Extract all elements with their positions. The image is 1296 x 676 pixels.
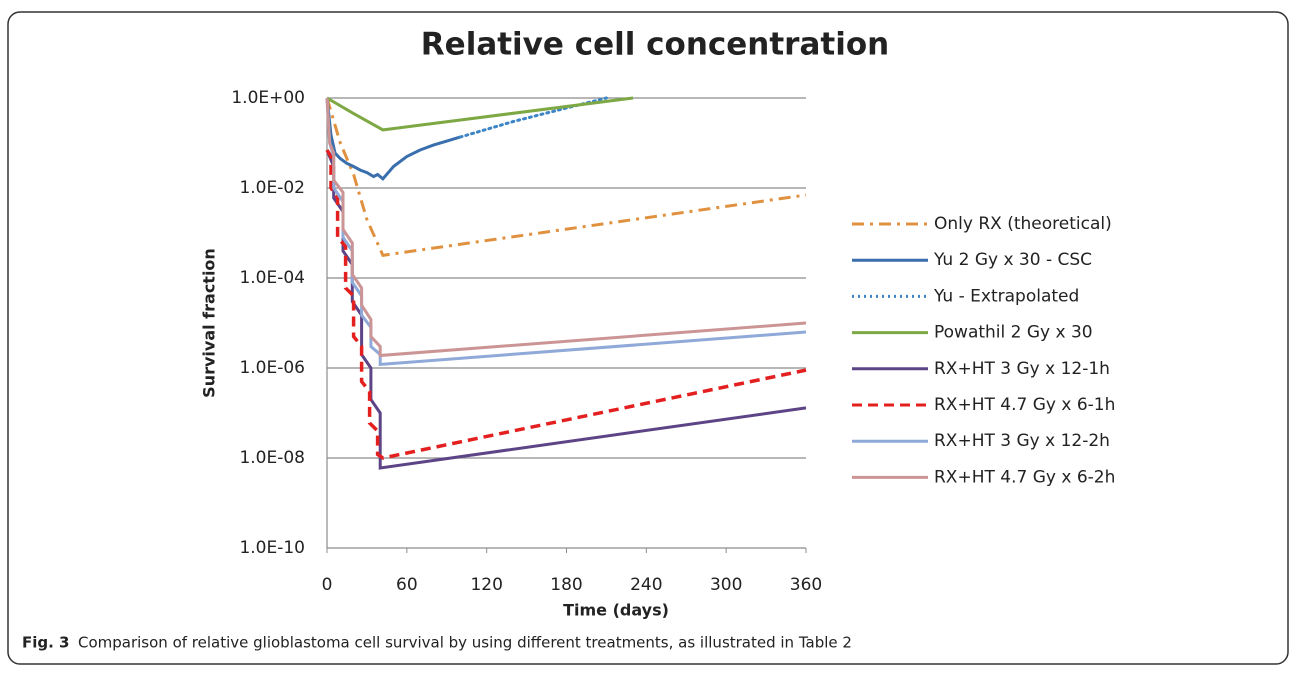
x-tick-label: 0 [322,575,333,595]
x-tick-label: 360 [790,575,822,595]
y-tick-label: 1.0E-04 [239,268,305,288]
x-tick-label: 180 [550,575,582,595]
y-tick-label: 1.0E-06 [239,358,305,378]
x-axis-label: Time (days) [563,601,669,620]
x-tick-label: 240 [630,575,662,595]
legend-label: RX+HT 3 Gy x 12-1h [934,359,1110,379]
series-line [325,149,807,460]
x-tick-label: 60 [396,575,418,595]
legend-label: Yu 2 Gy x 30 - CSC [933,250,1092,270]
chart-title: Relative cell concentration [421,27,889,63]
legend-label: Powathil 2 Gy x 30 [934,323,1093,343]
y-tick-label: 1.0E+00 [231,88,305,108]
y-axis-label: Survival fraction [200,248,219,398]
series-line [325,97,807,358]
series-line [326,96,634,132]
legend-label: RX+HT 4.7 Gy x 6-1h [934,395,1115,415]
y-tick-label: 1.0E-02 [239,178,305,198]
x-tick-label: 300 [710,575,742,595]
x-tick-label: 120 [470,575,502,595]
legend-label: Yu - Extrapolated [933,286,1079,306]
legend-label: Only RX (theoretical) [934,214,1112,234]
figure-frame [7,11,1289,665]
legend-label: RX+HT 3 Gy x 12-2h [934,431,1110,451]
y-tick-label: 1.0E-10 [239,538,305,558]
caption: Comparison of relative glioblastoma cell… [78,634,852,652]
legend-label: RX+HT 4.7 Gy x 6-2h [934,467,1115,487]
caption-label: Fig. 3 [22,634,69,652]
series-line [325,97,461,181]
y-tick-label: 1.0E-08 [239,448,305,468]
series-line [325,149,807,470]
